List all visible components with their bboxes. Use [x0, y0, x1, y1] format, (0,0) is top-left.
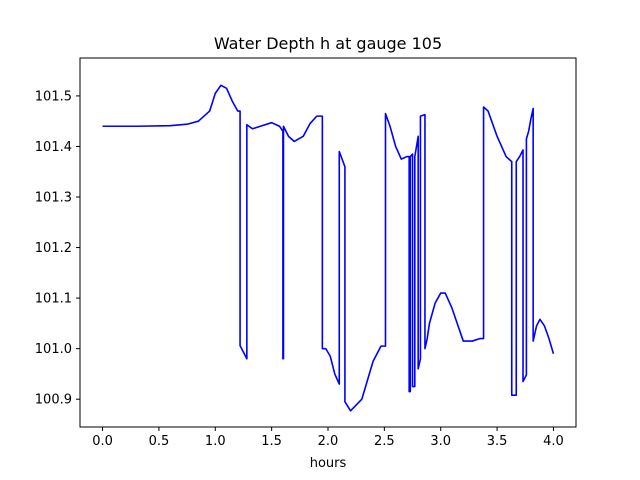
- y-tick-label: 101.1: [35, 292, 72, 307]
- chart-title: Water Depth h at gauge 105: [214, 34, 442, 53]
- x-tick-label: 2.0: [318, 434, 339, 449]
- y-tick-label: 101.5: [35, 89, 72, 104]
- x-tick-label: 0.5: [149, 434, 170, 449]
- x-tick-label: 2.5: [374, 434, 395, 449]
- x-axis-label: hours: [310, 456, 347, 471]
- series-line: [102, 84, 555, 412]
- x-tick-label: 4.0: [543, 434, 564, 449]
- x-tick-label: 3.0: [430, 434, 451, 449]
- y-tick-label: 100.9: [35, 393, 72, 408]
- y-tick-label: 101.4: [35, 140, 72, 155]
- y-axis: 100.9 101.0 101.1 101.2 101.3 101.4 101.5: [35, 89, 80, 408]
- x-tick-label: 1.0: [205, 434, 226, 449]
- x-tick-label: 3.5: [487, 434, 508, 449]
- x-axis: 0.0 0.5 1.0 1.5 2.0 2.5 3.0 3.5 4.0: [92, 427, 564, 449]
- y-tick-label: 101.2: [35, 241, 72, 256]
- x-tick-label: 1.5: [261, 434, 282, 449]
- axes-frame: [79, 57, 577, 428]
- x-tick-label: 0.0: [92, 434, 113, 449]
- y-tick-label: 101.0: [35, 342, 72, 357]
- y-tick-label: 101.3: [35, 191, 72, 206]
- plot-area: [102, 84, 555, 412]
